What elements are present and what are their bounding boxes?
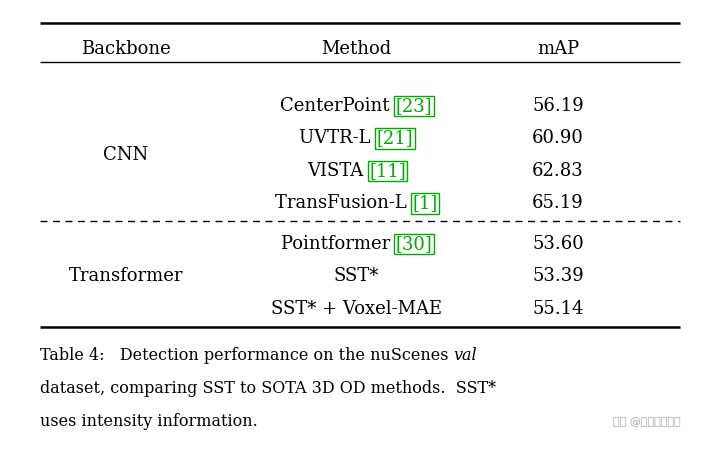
Text: Method: Method [321,41,392,58]
Text: [1]: [1] [413,195,438,212]
Text: [23]: [23] [396,97,432,115]
Text: CenterPoint: CenterPoint [281,97,396,115]
Text: 65.19: 65.19 [532,195,584,212]
Text: Pointformer: Pointformer [281,235,395,253]
Text: CNN: CNN [104,146,148,164]
Text: uses intensity information.: uses intensity information. [40,413,257,430]
Text: 知乎 @自动驾驶之心: 知乎 @自动驾驶之心 [613,416,680,427]
Text: 53.39: 53.39 [532,268,584,285]
Text: SST* + Voxel-MAE: SST* + Voxel-MAE [271,300,442,318]
Text: Backbone: Backbone [81,41,171,58]
Text: [11]: [11] [369,162,406,180]
Text: 56.19: 56.19 [532,97,584,115]
Text: Transformer: Transformer [68,268,184,285]
Text: 55.14: 55.14 [532,300,584,318]
Text: dataset, comparing SST to SOTA 3D OD methods.  SST*: dataset, comparing SST to SOTA 3D OD met… [40,380,496,397]
Text: Table 4:   Detection performance on the nuScenes: Table 4: Detection performance on the nu… [40,347,453,364]
Text: UVTR-L: UVTR-L [300,130,377,147]
Text: 60.90: 60.90 [532,130,584,147]
Text: TransFusion-L: TransFusion-L [275,195,413,212]
Text: [30]: [30] [395,235,432,253]
Text: VISTA: VISTA [307,162,369,180]
Text: mAP: mAP [537,41,579,58]
Text: SST*: SST* [333,268,379,285]
Text: 53.60: 53.60 [532,235,584,253]
Text: val: val [453,347,477,364]
Text: 62.83: 62.83 [532,162,584,180]
Text: [21]: [21] [377,130,413,147]
